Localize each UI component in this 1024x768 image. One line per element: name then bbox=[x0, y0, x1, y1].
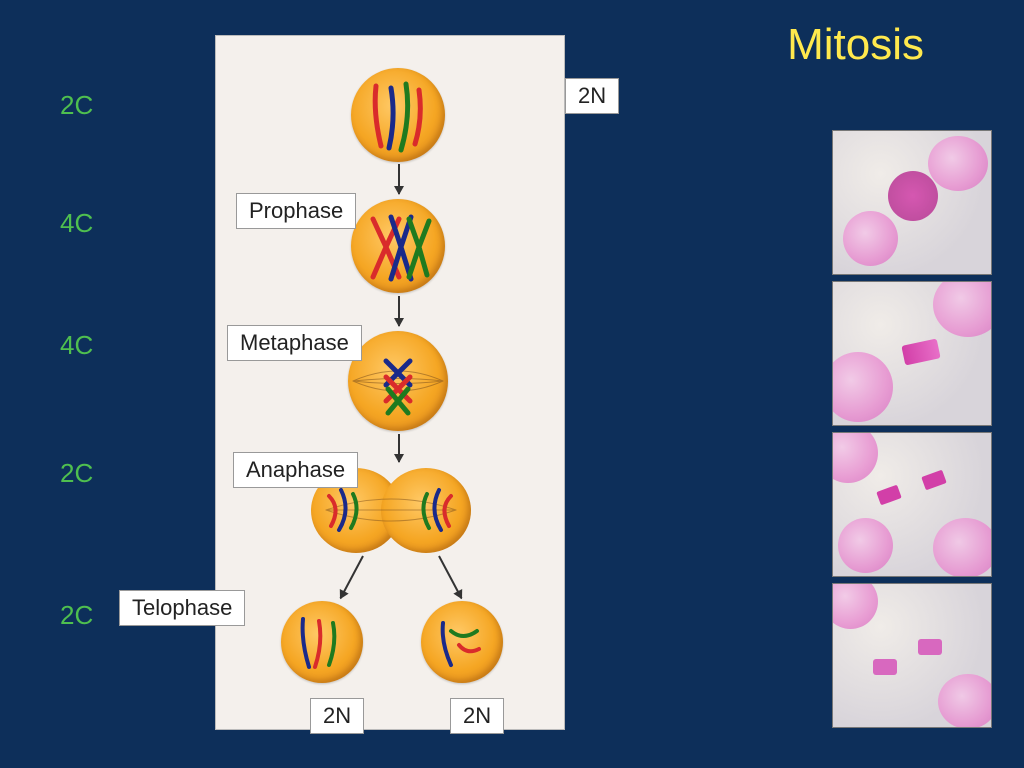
label-2n-bottom-right: 2N bbox=[450, 698, 504, 734]
c-label-1: 2C bbox=[60, 90, 93, 121]
chromosomes-prophase bbox=[351, 199, 445, 293]
chromosomes-interphase bbox=[351, 68, 445, 162]
cell-interphase bbox=[351, 68, 445, 162]
micrograph-column bbox=[832, 130, 992, 728]
arrow-3 bbox=[398, 434, 400, 462]
arrow-4-right bbox=[438, 556, 462, 599]
chromosomes-telophase-left bbox=[281, 601, 363, 683]
c-label-2: 4C bbox=[60, 208, 93, 239]
c-label-5: 2C bbox=[60, 600, 93, 631]
cell-prophase bbox=[351, 199, 445, 293]
arrow-4-left bbox=[340, 556, 364, 599]
arrow-2 bbox=[398, 296, 400, 326]
arrow-1 bbox=[398, 164, 400, 194]
cell-metaphase bbox=[348, 331, 448, 431]
diagram-panel bbox=[215, 35, 565, 730]
label-telophase: Telophase bbox=[119, 590, 245, 626]
micrograph-anaphase bbox=[832, 432, 992, 577]
label-2n-top: 2N bbox=[565, 78, 619, 114]
label-prophase: Prophase bbox=[236, 193, 356, 229]
label-2n-bottom-left: 2N bbox=[310, 698, 364, 734]
cell-telophase-left bbox=[281, 601, 363, 683]
cell-telophase-right bbox=[421, 601, 503, 683]
label-metaphase: Metaphase bbox=[227, 325, 362, 361]
micrograph-telophase bbox=[832, 583, 992, 728]
micrograph-metaphase bbox=[832, 281, 992, 426]
chromosomes-metaphase bbox=[348, 331, 448, 431]
chromosomes-telophase-right bbox=[421, 601, 503, 683]
c-label-3: 4C bbox=[60, 330, 93, 361]
page-title: Mitosis bbox=[787, 20, 924, 70]
label-anaphase: Anaphase bbox=[233, 452, 358, 488]
c-label-4: 2C bbox=[60, 458, 93, 489]
micrograph-prophase bbox=[832, 130, 992, 275]
